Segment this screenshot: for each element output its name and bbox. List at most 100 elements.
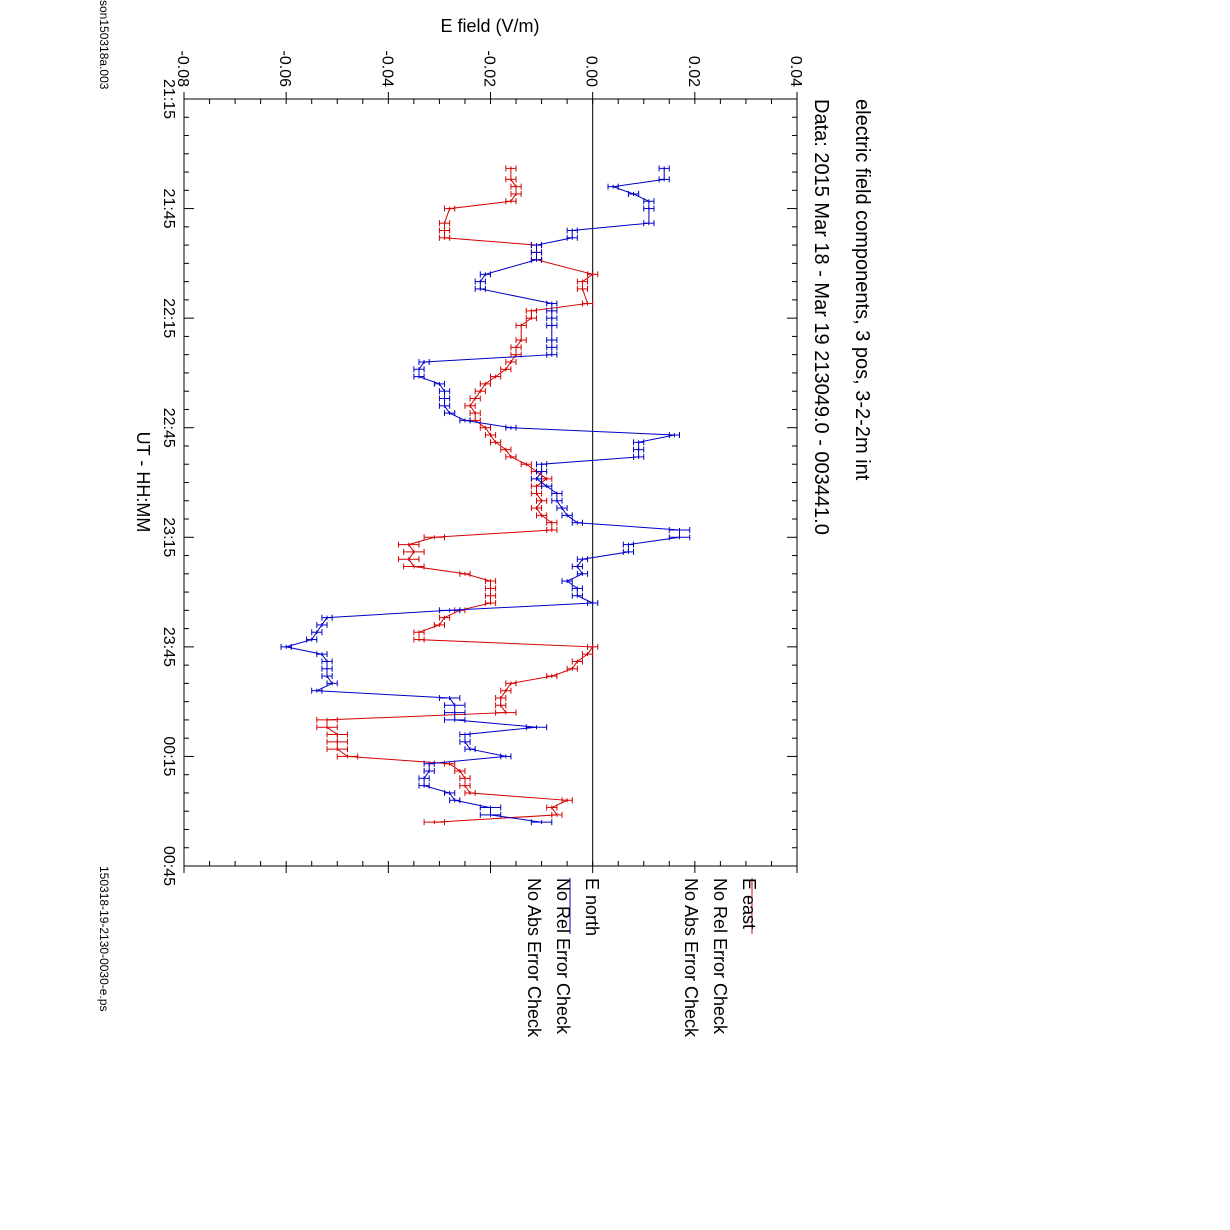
error-bar-east (438, 220, 451, 227)
error-bar-east (459, 782, 471, 789)
error-bar-east (581, 651, 594, 658)
error-bar-north (316, 651, 328, 658)
error-bar-north (444, 716, 466, 723)
error-bar-north (571, 585, 583, 592)
error-bar-north (459, 731, 471, 738)
error-bar-east (535, 497, 548, 504)
error-bar-north (576, 570, 589, 577)
error-bar-east (505, 165, 517, 172)
chart-subtitle: Data: 2015 Mar 18 - Mar 19 213049.0 - 00… (810, 99, 832, 535)
error-bar-north (627, 190, 640, 197)
error-bar-north (658, 176, 670, 183)
legend-text: E east (739, 878, 759, 929)
error-bar-north (433, 380, 446, 387)
error-bar-north (668, 432, 681, 439)
error-bar-north (546, 300, 558, 307)
error-bar-east (438, 227, 451, 234)
error-bar-east (505, 176, 517, 183)
y-tick-label: 0.04 (787, 56, 804, 87)
y-axis-label: E field (V/m) (440, 16, 539, 36)
error-bar-east (520, 461, 532, 468)
error-bar-north (413, 373, 425, 380)
error-bar-north (530, 256, 543, 263)
legend-text: No Rel Error Check (553, 878, 573, 1035)
x-tick-label: 22:15 (160, 298, 177, 338)
y-tick-label: -0.06 (276, 51, 293, 88)
error-bar-east (423, 534, 446, 541)
error-bar-east (403, 563, 425, 570)
error-bar-east (576, 278, 589, 285)
legend-text: No Abs Error Check (524, 878, 544, 1038)
error-bar-north (321, 658, 333, 665)
error-bar-east (316, 716, 338, 723)
error-bar-north (505, 424, 517, 431)
error-bar-north (546, 337, 558, 344)
error-bar-north (316, 621, 328, 628)
error-bar-east (469, 410, 481, 417)
error-bar-north (444, 789, 456, 796)
legend-text: No Abs Error Check (681, 878, 701, 1038)
error-bar-north (530, 475, 543, 482)
error-bar-east (505, 358, 517, 365)
error-bar-north (530, 819, 553, 826)
left-margin-label: son150318a.003 (97, 0, 111, 90)
error-bar-east (403, 548, 425, 555)
y-tick-label: -0.02 (481, 51, 498, 88)
error-bar-north (438, 607, 461, 614)
error-bar-north (321, 665, 333, 672)
error-bar-north (525, 724, 548, 731)
chart-title: electric field components, 3 pos, 3-2-2m… (851, 99, 873, 481)
error-bar-east (413, 629, 425, 636)
error-bar-north (551, 490, 563, 497)
error-bar-east (444, 760, 456, 767)
x-tick-label: 23:15 (160, 517, 177, 557)
error-bar-north (546, 315, 558, 322)
error-bar-east (530, 505, 543, 512)
error-bar-north (643, 220, 655, 227)
x-tick-label: 00:15 (160, 736, 177, 776)
error-bar-east (336, 753, 359, 760)
error-bar-east (535, 512, 548, 519)
series-line-north (286, 168, 680, 823)
error-bar-east (500, 366, 512, 373)
error-bar-east (326, 746, 348, 753)
error-bar-north (474, 278, 486, 285)
error-bar-east (546, 519, 558, 526)
x-tick-label: 00:45 (160, 846, 177, 886)
error-bar-north (561, 578, 573, 585)
error-bar-north (561, 512, 573, 519)
error-bar-north (566, 234, 578, 241)
error-bar-north (423, 760, 435, 767)
error-bar-east (510, 344, 522, 351)
error-bar-east (530, 490, 543, 497)
error-bar-east (484, 585, 497, 592)
error-bar-north (438, 694, 461, 701)
error-bar-north (622, 548, 635, 555)
error-bar-north (326, 680, 338, 687)
error-bar-east (326, 738, 348, 745)
error-bar-east (490, 439, 502, 446)
error-bar-north (474, 285, 486, 292)
series-line-east (326, 168, 594, 823)
error-bar-north (418, 782, 430, 789)
error-bar-north (479, 804, 502, 811)
error-bar-north (571, 519, 583, 526)
error-bar-east (484, 600, 497, 607)
error-bar-north (541, 483, 553, 490)
error-bar-east (587, 271, 599, 278)
error-bar-east (433, 621, 446, 628)
error-bar-east (500, 446, 512, 453)
y-tick-label: 0.02 (685, 56, 702, 87)
error-bar-east (571, 658, 583, 665)
error-bar-north (658, 165, 670, 172)
error-bar-east (566, 665, 578, 672)
error-bar-north (643, 205, 655, 212)
x-tick-label: 21:15 (160, 79, 177, 119)
error-bar-east (546, 804, 558, 811)
error-bar-east (515, 337, 527, 344)
x-tick-label: 23:45 (160, 627, 177, 667)
error-bar-east (525, 315, 537, 322)
error-bar-north (438, 402, 451, 409)
error-bar-east (423, 819, 446, 826)
